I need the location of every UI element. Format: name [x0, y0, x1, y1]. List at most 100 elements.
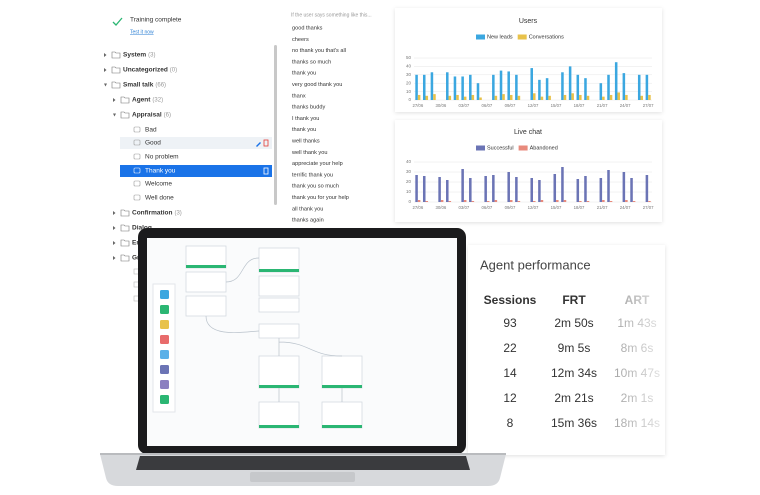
x-tick-label: 30/06: [435, 205, 446, 210]
y-tick-label: 40: [406, 159, 412, 164]
y-tick-label: 30: [406, 169, 412, 174]
bar: [579, 201, 582, 202]
bar: [622, 172, 626, 202]
test-link[interactable]: Test it now: [130, 29, 154, 35]
y-tick-label: 0: [408, 97, 411, 102]
screen: [147, 238, 457, 446]
bar: [622, 73, 626, 100]
bar: [502, 94, 505, 100]
bar: [586, 201, 590, 202]
tree-label[interactable]: Welcome: [145, 181, 172, 188]
node-bar: [186, 265, 226, 268]
phrase: cheers: [292, 37, 309, 43]
bar: [417, 94, 421, 100]
livechat-panel: [395, 120, 662, 222]
bar: [515, 74, 518, 100]
tree-count: (6): [164, 113, 171, 119]
tree-label[interactable]: Thank you: [145, 168, 176, 175]
bar: [471, 94, 475, 100]
tree-label[interactable]: Appraisal: [132, 112, 162, 119]
chart-title: Users: [519, 18, 538, 25]
x-tick-label: 27/06: [412, 205, 423, 210]
touchpad: [250, 472, 355, 482]
x-tick-label: 24/07: [620, 103, 631, 108]
flow-node: [258, 355, 300, 389]
bar: [576, 179, 580, 202]
flow-diagram: [152, 245, 363, 429]
phrase: I thank you: [292, 116, 319, 122]
bar: [515, 177, 518, 202]
tree-label[interactable]: System: [123, 52, 146, 59]
bar: [563, 200, 567, 202]
phrase: thanks buddy: [292, 105, 325, 111]
tree-label[interactable]: Uncategorized: [123, 67, 168, 74]
intent-icon: [133, 139, 141, 146]
legend-swatch: [517, 34, 527, 40]
tree-label[interactable]: Em: [132, 240, 142, 247]
node-bar: [322, 425, 362, 428]
bar: [571, 93, 574, 100]
tool: [160, 365, 169, 374]
legend-label: Successful: [487, 145, 514, 151]
tree-label[interactable]: No problem: [145, 154, 179, 161]
y-tick-label: 20: [406, 80, 412, 85]
tool: [160, 335, 169, 344]
selected-row[interactable]: [120, 165, 272, 177]
tree-label[interactable]: Agent: [132, 97, 151, 104]
caret: [113, 113, 116, 117]
bar: [446, 72, 449, 100]
x-tick-label: 30/06: [435, 103, 446, 108]
delete-icon[interactable]: [263, 167, 269, 175]
bar: [507, 172, 510, 202]
flow-links: [205, 257, 343, 402]
bar: [517, 95, 521, 100]
phrase: terrific thank you: [292, 172, 333, 178]
bar: [494, 95, 498, 100]
tool: [160, 395, 169, 404]
caret: [113, 211, 116, 215]
node-bar: [322, 385, 362, 388]
bar: [425, 201, 429, 202]
y-tick-label: 10: [406, 189, 412, 194]
tree-label[interactable]: Good: [145, 140, 161, 147]
bar: [461, 169, 464, 202]
delete-icon[interactable]: [263, 139, 269, 147]
tree-label[interactable]: Well done: [145, 195, 174, 202]
flow-node: [258, 247, 300, 273]
phrase: thank you so much: [292, 184, 339, 190]
bar: [561, 72, 564, 100]
tree-label[interactable]: Gre: [132, 255, 144, 262]
x-tick-label: 18/07: [574, 205, 585, 210]
caret: [104, 68, 107, 72]
phrase: very good thank you: [292, 82, 342, 88]
hover-row[interactable]: [120, 137, 272, 149]
fade-overlay: [468, 245, 665, 455]
tree-label[interactable]: Bad: [145, 127, 157, 134]
x-tick-label: 09/07: [505, 205, 516, 210]
bar: [632, 201, 636, 202]
bar: [479, 97, 482, 100]
x-tick-label: 06/07: [482, 205, 493, 210]
bar: [530, 68, 533, 100]
phrase: no thank you that's all: [292, 48, 346, 54]
bar: [422, 74, 426, 100]
intent-icon: [133, 194, 141, 201]
tree-label[interactable]: Small talk: [123, 82, 154, 89]
folder-icon: [120, 96, 130, 104]
bar: [614, 62, 618, 100]
training-status: Training complete: [130, 17, 182, 24]
folder-icon: [120, 209, 130, 217]
bar: [492, 175, 495, 202]
phrase: well thank you: [291, 150, 327, 156]
bar: [586, 95, 590, 100]
x-tick-label: 09/07: [505, 103, 516, 108]
bar: [645, 74, 649, 100]
tree-label[interactable]: Dialog: [132, 225, 152, 232]
folder-icon: [120, 254, 130, 262]
tree-label[interactable]: Confirmation: [132, 210, 172, 217]
edit-icon[interactable]: [256, 142, 261, 147]
bar: [568, 66, 572, 100]
bar: [533, 201, 536, 202]
x-tick-label: 27/07: [643, 103, 654, 108]
bar: [438, 177, 441, 202]
